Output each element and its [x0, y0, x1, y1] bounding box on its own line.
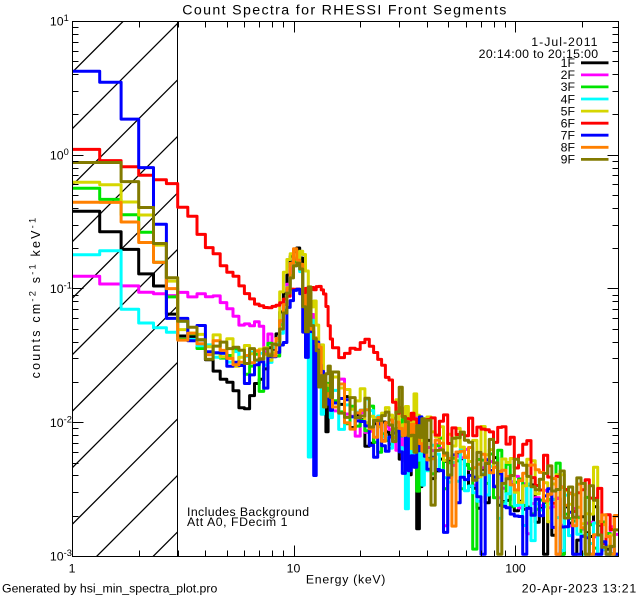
svg-text:7F: 7F [561, 129, 576, 143]
svg-text:Att A0, FDecim 1: Att A0, FDecim 1 [187, 515, 288, 529]
svg-text:4F: 4F [561, 92, 576, 106]
svg-text:10: 10 [50, 416, 64, 430]
svg-text:Count Spectra for RHESSI Front: Count Spectra for RHESSI Front Segments [182, 3, 507, 19]
svg-text:counts cm-2 s-1 keV-1: counts cm-2 s-1 keV-1 [28, 216, 44, 379]
svg-text:2F: 2F [561, 68, 576, 82]
svg-text:8F: 8F [561, 141, 576, 155]
svg-text:10: 10 [287, 562, 301, 576]
svg-text:20:14:00 to 20:15:00: 20:14:00 to 20:15:00 [479, 47, 599, 61]
svg-text:-1: -1 [64, 281, 72, 291]
svg-text:20-Apr-2023 13:21: 20-Apr-2023 13:21 [522, 582, 637, 596]
svg-text:10: 10 [50, 282, 64, 296]
svg-text:1F: 1F [561, 56, 576, 70]
svg-text:-2: -2 [64, 414, 72, 424]
svg-text:0: 0 [64, 147, 69, 157]
svg-text:Energy (keV): Energy (keV) [306, 573, 386, 587]
svg-text:10: 10 [50, 550, 64, 564]
svg-text:10: 10 [50, 148, 64, 162]
svg-text:1: 1 [64, 13, 69, 23]
svg-text:10: 10 [50, 15, 64, 29]
svg-text:3F: 3F [561, 80, 576, 94]
svg-text:1-Jul-2011: 1-Jul-2011 [531, 35, 598, 49]
svg-text:6F: 6F [561, 116, 576, 130]
svg-text:9F: 9F [561, 153, 576, 167]
svg-text:Includes Background: Includes Background [187, 505, 309, 519]
svg-text:5F: 5F [561, 104, 576, 118]
svg-text:-3: -3 [64, 548, 72, 558]
svg-text:100: 100 [505, 562, 526, 576]
svg-text:Generated by hsi_min_spectra_p: Generated by hsi_min_spectra_plot.pro [2, 582, 217, 596]
svg-text:1: 1 [69, 562, 76, 576]
